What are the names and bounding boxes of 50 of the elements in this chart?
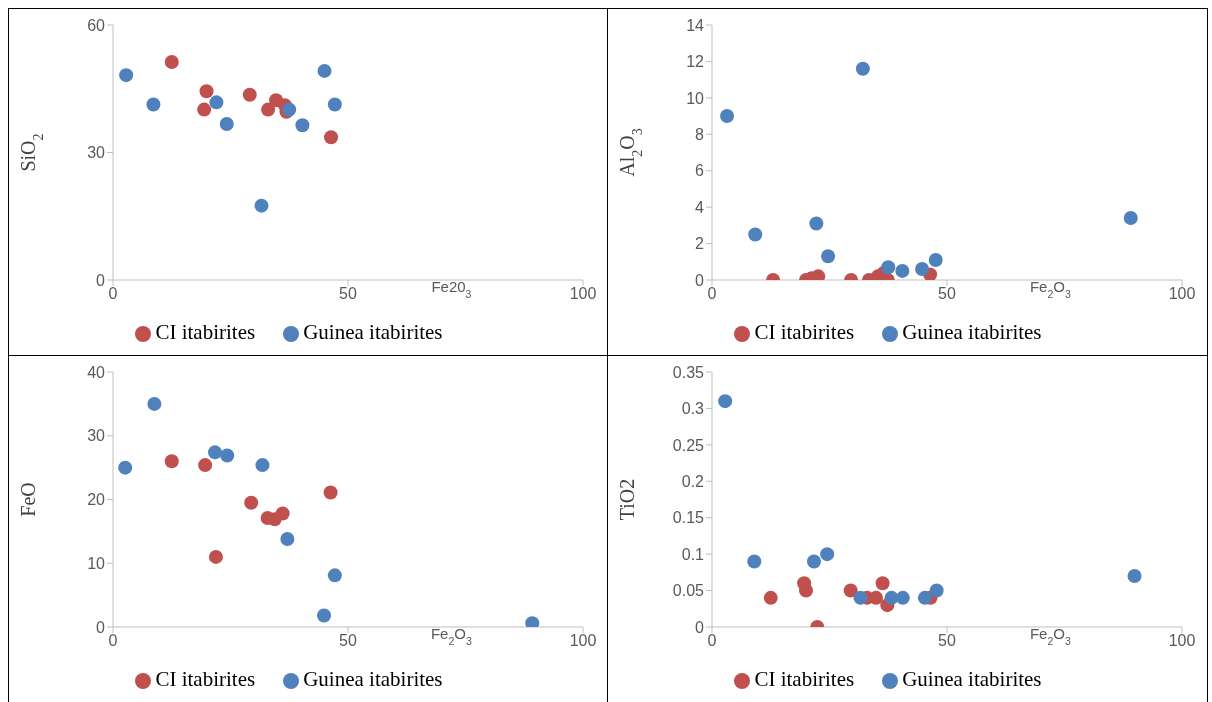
y-tick-label: 0 <box>96 618 106 636</box>
y-tick-label: 10 <box>686 89 705 107</box>
legend-label: CI itabirites <box>754 667 855 691</box>
legend-label: Guinea itabirites <box>303 320 443 344</box>
y-tick-label: 8 <box>695 125 705 143</box>
y-tick-label: 20 <box>87 491 106 509</box>
y-tick-label: 0.35 <box>672 363 705 381</box>
y-tick-label: 30 <box>87 144 106 162</box>
x-tick-label: 0 <box>707 632 717 650</box>
y-axis-title: TiO2 <box>616 478 638 521</box>
x-tick-label: 100 <box>1168 632 1196 650</box>
x-tick-label: 50 <box>938 285 956 303</box>
y-tick-label: 30 <box>87 427 106 445</box>
x-tick-label: 0 <box>108 285 118 303</box>
x-axis-title: Fe$_{2}$O$_{3}$ <box>430 625 472 647</box>
y-tick-label: 0.2 <box>681 472 705 490</box>
y-tick-label: 0.05 <box>672 582 705 600</box>
legend-label: Guinea itabirites <box>902 320 1042 344</box>
x-axis-title: Fe20$_{3}$ <box>431 278 472 300</box>
y-tick-label: 0 <box>695 618 705 636</box>
legend-label: Guinea itabirites <box>902 667 1042 691</box>
x-axis-title: Fe$_{2}$O$_{3}$ <box>1029 625 1071 647</box>
y-tick-label: 4 <box>695 198 705 216</box>
legend-label: CI itabirites <box>155 320 256 344</box>
y-tick-label: 10 <box>87 554 106 572</box>
y-tick-label: 2 <box>695 235 705 253</box>
y-tick-label: 0.25 <box>672 436 705 454</box>
y-tick-label: 6 <box>695 162 705 180</box>
x-tick-label: 0 <box>707 285 717 303</box>
y-tick-label: 0.3 <box>681 400 705 418</box>
y-tick-label: 0.15 <box>672 509 705 527</box>
x-tick-label: 50 <box>339 285 357 303</box>
y-tick-label: 0.1 <box>681 545 705 563</box>
legend-label: CI itabirites <box>155 667 256 691</box>
legend-label: Guinea itabirites <box>303 667 443 691</box>
y-tick-label: 0 <box>96 271 106 289</box>
x-tick-label: 100 <box>1168 285 1196 303</box>
y-tick-label: 0 <box>695 271 705 289</box>
x-tick-label: 0 <box>108 632 118 650</box>
x-axis-title: Fe$_{2}$O$_{3}$ <box>1029 278 1071 300</box>
y-tick-label: 12 <box>686 53 705 71</box>
y-axis-title: FeO <box>17 482 39 517</box>
x-tick-label: 100 <box>569 285 597 303</box>
x-tick-label: 100 <box>569 632 597 650</box>
y-tick-label: 60 <box>87 16 106 34</box>
y-tick-label: 40 <box>87 363 106 381</box>
legend-label: CI itabirites <box>754 320 855 344</box>
y-tick-label: 14 <box>686 16 705 34</box>
x-tick-label: 50 <box>938 632 956 650</box>
x-tick-label: 50 <box>339 632 357 650</box>
